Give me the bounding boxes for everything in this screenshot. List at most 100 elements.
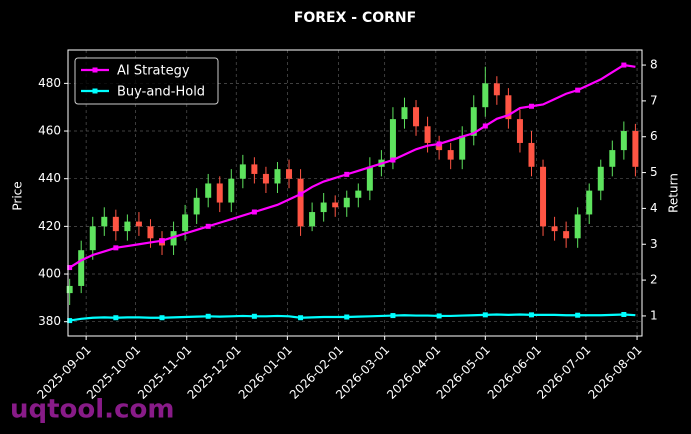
candle-body	[124, 221, 131, 232]
line-marker	[575, 312, 581, 318]
y-tick-label: 380	[38, 314, 61, 328]
line-marker	[528, 103, 534, 109]
candle-body	[366, 166, 373, 191]
line-marker	[205, 313, 211, 319]
x-tick-label: 2026-01-01	[236, 343, 295, 402]
candle-body	[309, 212, 316, 227]
y-tick-label: 440	[38, 171, 61, 185]
legend-label: Buy-and-Hold	[117, 85, 205, 100]
candle-body	[632, 131, 639, 167]
candle-body	[620, 131, 627, 151]
candle-body	[459, 135, 466, 160]
line-marker	[298, 315, 304, 321]
candle-body	[447, 150, 454, 160]
candle-body	[182, 214, 189, 232]
y2-tick-label: 2	[650, 273, 658, 287]
line-marker	[159, 238, 165, 244]
candle-body	[135, 221, 142, 227]
candle-body	[343, 197, 350, 208]
candle-body	[147, 226, 154, 239]
line-marker	[67, 265, 73, 271]
line-marker	[436, 141, 442, 147]
candle-body	[436, 142, 443, 151]
y-tick-label: 480	[38, 76, 61, 90]
candle-body	[286, 169, 293, 179]
candle-body	[66, 285, 73, 294]
plot-frame	[67, 49, 643, 337]
x-tick-label: 2025-12-01	[185, 343, 244, 402]
candle-body	[89, 226, 96, 251]
line-marker	[575, 87, 581, 93]
candle-body	[528, 142, 535, 167]
candle-body	[516, 119, 523, 143]
line-marker	[251, 209, 257, 215]
candle-body	[609, 150, 616, 167]
x-tick-label: 2025-10-01	[84, 343, 143, 402]
candle-body	[262, 173, 269, 184]
legend-box	[74, 57, 219, 105]
line-marker	[390, 313, 396, 319]
return-line	[69, 313, 636, 322]
watermark: uqtool.com	[10, 395, 174, 425]
x-tick-label: 2026-07-01	[534, 343, 593, 402]
line-marker	[482, 312, 488, 318]
candle-body	[170, 231, 177, 246]
candle-body	[470, 107, 477, 136]
candle-body	[205, 183, 212, 198]
line-marker	[344, 171, 350, 177]
candle-body	[355, 190, 362, 198]
candle-body	[482, 83, 489, 108]
candle-body	[216, 183, 223, 203]
candle-body	[239, 164, 246, 179]
line-marker	[621, 311, 627, 317]
candle-body	[540, 166, 547, 227]
candle-body	[228, 178, 235, 203]
chart-title: FOREX - CORNF	[294, 10, 416, 26]
line-marker	[159, 315, 165, 321]
candle-body	[563, 231, 570, 239]
candle-body	[505, 95, 512, 120]
line-marker	[205, 223, 211, 229]
y-axis-label: Price	[11, 181, 25, 210]
candle-body	[401, 107, 408, 120]
candle-body	[574, 214, 581, 239]
candle-body	[251, 164, 258, 174]
line-marker	[67, 318, 73, 324]
candle-body	[101, 216, 108, 227]
line-marker	[251, 313, 257, 319]
y-tick-label: 460	[38, 124, 61, 138]
y-tick-label: 420	[38, 219, 61, 233]
candle-body	[297, 178, 304, 227]
line-marker	[113, 315, 119, 321]
y2-tick-label: 6	[650, 129, 658, 143]
y2-tick-label: 8	[650, 58, 658, 72]
y2-tick-label: 5	[650, 165, 658, 179]
line-marker	[621, 62, 627, 68]
line-marker	[344, 314, 350, 320]
y2-tick-label: 3	[650, 237, 658, 251]
candle-body	[424, 126, 431, 143]
line-marker	[113, 245, 119, 251]
candle-body	[78, 250, 85, 286]
candle-body	[320, 202, 327, 213]
candle-body	[274, 169, 281, 184]
line-marker	[390, 157, 396, 163]
y2-tick-label: 1	[650, 308, 658, 322]
candle-body	[493, 83, 500, 96]
y2-tick-label: 7	[650, 93, 658, 107]
line-marker	[482, 123, 488, 129]
candle-body	[586, 190, 593, 215]
x-tick-label: 2026-05-01	[434, 343, 493, 402]
line-marker	[436, 313, 442, 319]
candle-body	[597, 166, 604, 191]
candle-body	[332, 202, 339, 208]
candle-body	[112, 216, 119, 232]
line-marker	[298, 191, 304, 197]
candle-body	[551, 226, 558, 232]
candle-body	[193, 197, 200, 215]
line-marker	[528, 312, 534, 318]
y-tick-label: 400	[38, 267, 61, 281]
candle-body	[413, 107, 420, 127]
